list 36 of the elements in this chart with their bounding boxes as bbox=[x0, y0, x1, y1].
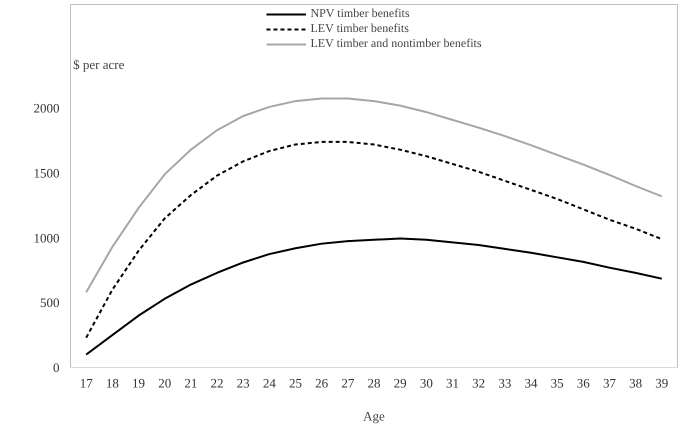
x-tick-label: 28 bbox=[368, 376, 380, 390]
y-tick-label: 500 bbox=[40, 295, 60, 310]
y-tick-label: 2000 bbox=[34, 100, 60, 116]
x-tick-label: 35 bbox=[550, 376, 564, 390]
x-tick-label: 34 bbox=[524, 376, 538, 390]
legend-label: NPV timber benefits bbox=[310, 6, 410, 21]
legend-label: LEV timber benefits bbox=[310, 21, 409, 36]
x-axis-title: Age bbox=[363, 408, 386, 424]
x-tick-label: 30 bbox=[420, 376, 433, 390]
x-tick-label: 37 bbox=[602, 376, 616, 390]
x-tick-label: 21 bbox=[184, 376, 198, 390]
y-tick-label: 0 bbox=[53, 360, 60, 375]
line-series bbox=[85, 140, 663, 339]
x-tick-label: 33 bbox=[498, 376, 512, 390]
x-tick-label: 17 bbox=[80, 376, 94, 390]
x-tick-label: 29 bbox=[394, 376, 407, 390]
legend-label: LEV timber and nontimber benefits bbox=[310, 36, 482, 51]
x-tick-label: 32 bbox=[472, 376, 486, 390]
x-tick-label: 22 bbox=[210, 376, 224, 390]
line-series bbox=[85, 97, 663, 294]
line-series bbox=[85, 238, 663, 356]
x-tick-label: 36 bbox=[576, 376, 590, 390]
y-tick-label: 1000 bbox=[34, 230, 60, 246]
x-tick-label: 27 bbox=[341, 376, 355, 390]
x-tick-label: 19 bbox=[132, 376, 146, 390]
x-tick-label: 39 bbox=[655, 376, 668, 390]
y-axis-title: $ per acre bbox=[73, 57, 125, 72]
x-tick-label: 24 bbox=[262, 376, 276, 390]
x-tick-label: 23 bbox=[236, 376, 250, 390]
x-tick-label: 38 bbox=[629, 376, 642, 390]
x-tick-label: 18 bbox=[106, 376, 119, 390]
y-tick-label: 1500 bbox=[34, 166, 60, 181]
x-tick-label: 31 bbox=[446, 376, 459, 390]
x-tick-label: 25 bbox=[289, 376, 302, 390]
x-tick-label: 26 bbox=[315, 376, 329, 390]
x-tick-label: 20 bbox=[158, 376, 172, 390]
